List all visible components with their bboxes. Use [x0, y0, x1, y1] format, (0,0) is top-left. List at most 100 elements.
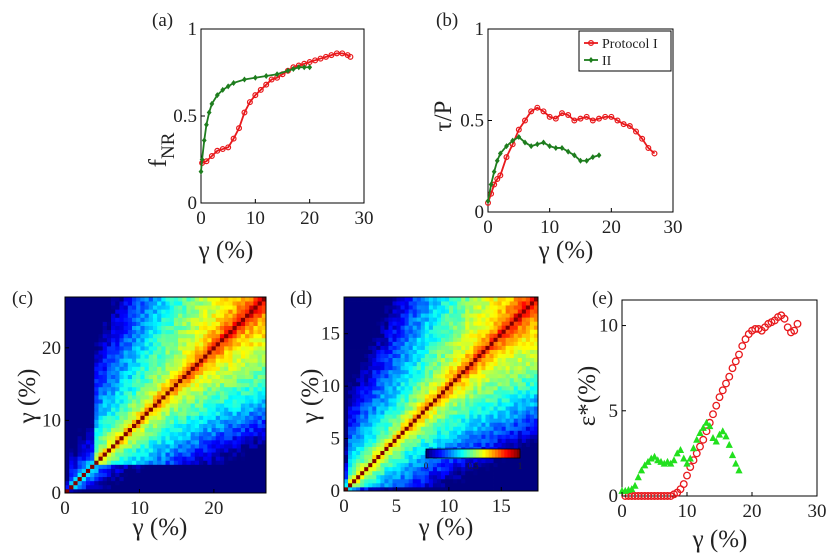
panel-d-cell: [529, 418, 535, 423]
panel-c-cell: [186, 321, 192, 326]
panel-c-cell: [127, 407, 133, 412]
panel-c-cell: [127, 362, 133, 367]
panel-d-cell: [493, 357, 498, 363]
panel-d-cell: [364, 329, 369, 334]
panel-c-cell: [215, 374, 221, 380]
panel-c-cell: [253, 362, 259, 367]
panel-d-cell: [469, 325, 474, 330]
panel-d-cell: [436, 369, 442, 375]
panel-d-cell: [400, 482, 406, 488]
panel-c-cell: [102, 313, 108, 318]
panel-d-cell: [441, 337, 446, 342]
panel-d-cell: [493, 345, 498, 350]
panel-d-cell: [461, 402, 466, 407]
panel-d-cell: [408, 470, 414, 476]
panel-d-cell: [481, 406, 486, 411]
panel-d-cell: [493, 458, 498, 464]
panel-d-cell: [368, 418, 373, 423]
panel-d-cell: [521, 389, 527, 395]
panel-d-cell: [461, 317, 466, 322]
panel-d-cell: [360, 454, 365, 460]
panel-d-cell: [360, 313, 365, 318]
panel-d-cell: [412, 345, 418, 350]
panel-c-cell: [232, 346, 238, 351]
panel-c-cell: [85, 476, 91, 482]
panel-d-cell: [424, 345, 430, 350]
panel-c-cell: [94, 337, 99, 343]
panel-d-cell: [420, 426, 426, 431]
panel-d-cell: [396, 337, 401, 342]
panel-d-cell: [533, 450, 539, 456]
panel-d-cell: [513, 309, 519, 314]
panel-d-cell: [388, 462, 393, 468]
panel-d-cell: [428, 361, 434, 367]
panel-c-cell: [94, 411, 99, 416]
panel-d-cell: [533, 482, 539, 488]
panel-d-cell: [364, 486, 369, 492]
panel-c-cell: [173, 362, 179, 367]
panel-c-cell: [245, 346, 250, 351]
panel-b-legend: [578, 30, 672, 72]
panel-c-cell: [123, 484, 129, 490]
panel-c-cell: [94, 468, 99, 473]
panel-d-cell: [348, 474, 353, 480]
panel-d-cell: [501, 353, 507, 359]
panel-d-cell: [521, 410, 527, 415]
panel-c-cell: [215, 350, 221, 355]
panel-c-cell: [261, 460, 267, 465]
panel-c-cell: [240, 378, 246, 384]
panel-c-cell: [173, 468, 179, 473]
panel-c-cell: [136, 448, 141, 453]
panel-c-cell: [173, 370, 179, 375]
panel-c-cell: [228, 378, 233, 384]
panel-d-cell: [457, 301, 462, 306]
panel-d-cell: [360, 337, 365, 342]
panel-d-cell: [521, 313, 527, 318]
panel-d-cell: [505, 422, 511, 427]
panel-c-cell: [207, 317, 212, 322]
panel-c-cell: [232, 476, 238, 482]
panel-d-cell: [477, 349, 482, 354]
panel-d-cell: [404, 341, 410, 346]
panel-d-cell: [360, 345, 365, 350]
panel-c-cell: [140, 435, 145, 441]
panel-c-cell: [127, 464, 133, 469]
panel-d-cell: [376, 377, 381, 383]
panel-d-cell: [461, 381, 466, 387]
panel-c-cell: [136, 337, 141, 343]
panel-d-cell: [465, 365, 470, 371]
panel-d-cell: [372, 309, 377, 314]
panel-d-cell: [368, 410, 373, 415]
panel-c-cell: [90, 329, 95, 335]
panel-d-cell: [396, 313, 401, 318]
panel-d-cell: [352, 321, 357, 326]
panel-e-series-protocol-i-point: [735, 350, 743, 359]
panel-d-cell: [388, 470, 393, 476]
panel-d-cell: [400, 365, 406, 371]
panel-c-cell: [111, 297, 116, 302]
panel-c-cell: [136, 480, 141, 486]
panel-c-cell: [161, 346, 166, 351]
panel-d-cell: [533, 394, 539, 399]
panel-d-cell: [521, 406, 527, 411]
panel-c-cell: [190, 350, 196, 355]
panel-c-cell: [169, 329, 175, 335]
panel-d-cell: [388, 446, 393, 451]
panel-d-cell: [449, 381, 454, 387]
panel-c-cell: [224, 337, 229, 343]
panel-d-cell: [501, 309, 507, 314]
panel-c-cell: [94, 317, 99, 322]
panel-c-cell: [161, 297, 166, 302]
panel-d-cell: [501, 357, 507, 363]
panel-c-cell: [178, 423, 183, 429]
panel-c-cell: [73, 366, 78, 371]
panel-c-cell: [236, 448, 242, 453]
panel-c-cell: [148, 374, 154, 380]
panel-d-cell: [529, 353, 535, 359]
panel-c-cell: [169, 325, 175, 331]
panel-d-cell: [449, 321, 454, 326]
panel-c-cell: [199, 403, 204, 408]
panel-d-cell: [348, 418, 353, 423]
panel-d-cell: [473, 410, 478, 415]
panel-d-cell: [521, 434, 527, 439]
